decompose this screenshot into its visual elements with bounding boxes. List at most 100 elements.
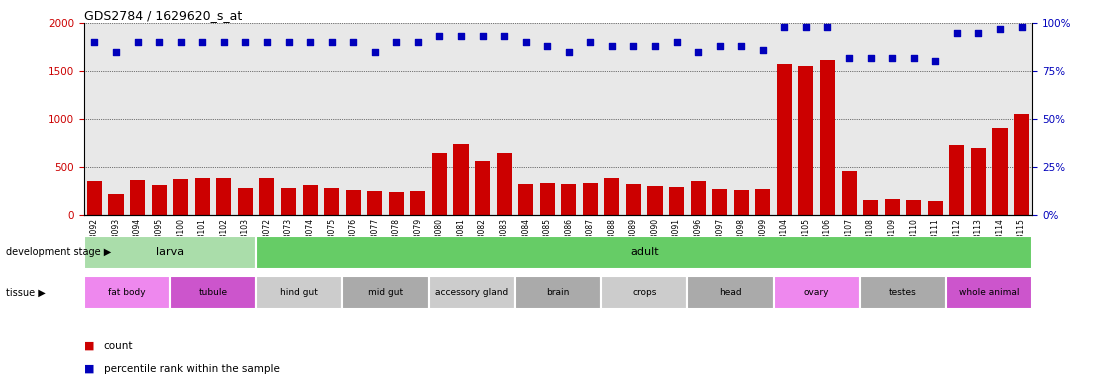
Bar — [497, 152, 511, 215]
Point — [366, 49, 384, 55]
Bar — [777, 65, 792, 215]
Bar — [518, 184, 533, 215]
Bar — [131, 180, 145, 215]
Text: adult: adult — [629, 247, 658, 258]
Text: hind gut: hind gut — [280, 288, 318, 297]
Text: development stage ▶: development stage ▶ — [6, 247, 110, 258]
Bar — [324, 188, 339, 215]
Bar — [863, 200, 878, 215]
Point — [86, 39, 104, 45]
Point — [732, 43, 750, 49]
Bar — [733, 190, 749, 215]
Bar — [668, 187, 684, 215]
Bar — [687, 276, 773, 309]
Bar — [773, 276, 859, 309]
Point — [947, 30, 965, 36]
Point — [107, 49, 125, 55]
Point — [711, 43, 729, 49]
Text: count: count — [104, 341, 133, 351]
Text: testes: testes — [889, 288, 917, 297]
Point — [408, 39, 426, 45]
Point — [991, 26, 1009, 32]
Bar — [540, 184, 555, 215]
Bar — [108, 194, 124, 215]
Point — [323, 39, 340, 45]
Point — [344, 39, 362, 45]
Point — [172, 39, 190, 45]
Point — [560, 49, 578, 55]
Point — [970, 30, 988, 36]
Point — [517, 39, 535, 45]
Text: brain: brain — [547, 288, 569, 297]
Text: GDS2784 / 1629620_s_at: GDS2784 / 1629620_s_at — [84, 9, 242, 22]
Text: ovary: ovary — [804, 288, 829, 297]
Point — [646, 43, 664, 49]
Point — [840, 55, 858, 61]
Bar — [906, 200, 922, 215]
Bar — [411, 191, 425, 215]
Bar — [798, 66, 814, 215]
Text: larva: larva — [156, 247, 184, 258]
Text: head: head — [719, 288, 742, 297]
Bar — [302, 185, 318, 215]
Bar — [429, 276, 514, 309]
Point — [776, 24, 793, 30]
Bar — [626, 184, 641, 215]
Point — [151, 39, 169, 45]
Bar — [453, 144, 469, 215]
Bar — [346, 190, 360, 215]
Bar — [756, 189, 770, 215]
Bar — [194, 177, 210, 215]
Text: mid gut: mid gut — [368, 288, 403, 297]
Point — [538, 43, 556, 49]
Bar — [367, 191, 383, 215]
Bar — [992, 127, 1008, 215]
Bar — [475, 161, 490, 215]
Bar — [841, 171, 857, 215]
Bar — [238, 188, 253, 215]
Bar — [1014, 114, 1029, 215]
Bar — [885, 199, 899, 215]
Point — [625, 43, 643, 49]
Bar — [927, 200, 943, 215]
Point — [883, 55, 901, 61]
Bar — [691, 182, 705, 215]
Text: percentile rank within the sample: percentile rank within the sample — [104, 364, 280, 374]
Bar — [859, 276, 946, 309]
Bar — [87, 182, 102, 215]
Point — [431, 33, 449, 40]
Bar — [84, 276, 170, 309]
Bar — [259, 177, 275, 215]
Bar — [432, 152, 448, 215]
Point — [926, 58, 944, 65]
Point — [452, 33, 470, 40]
Bar — [281, 188, 296, 215]
Point — [128, 39, 146, 45]
Bar — [946, 276, 1032, 309]
Text: ■: ■ — [84, 364, 94, 374]
Text: fat body: fat body — [108, 288, 145, 297]
Point — [667, 39, 685, 45]
Text: whole animal: whole animal — [959, 288, 1019, 297]
Bar — [605, 177, 619, 215]
Point — [215, 39, 233, 45]
Bar — [173, 179, 189, 215]
Point — [258, 39, 276, 45]
Bar — [170, 276, 257, 309]
Point — [473, 33, 491, 40]
Point — [603, 43, 620, 49]
Point — [581, 39, 599, 45]
Point — [754, 47, 772, 53]
Point — [237, 39, 254, 45]
Point — [193, 39, 211, 45]
Point — [818, 24, 836, 30]
Point — [797, 24, 815, 30]
Point — [387, 39, 405, 45]
Bar — [257, 276, 343, 309]
Bar — [647, 186, 663, 215]
Text: crops: crops — [632, 288, 656, 297]
Bar — [971, 148, 985, 215]
Bar — [583, 184, 598, 215]
Bar — [950, 145, 964, 215]
Text: tubule: tubule — [199, 288, 228, 297]
